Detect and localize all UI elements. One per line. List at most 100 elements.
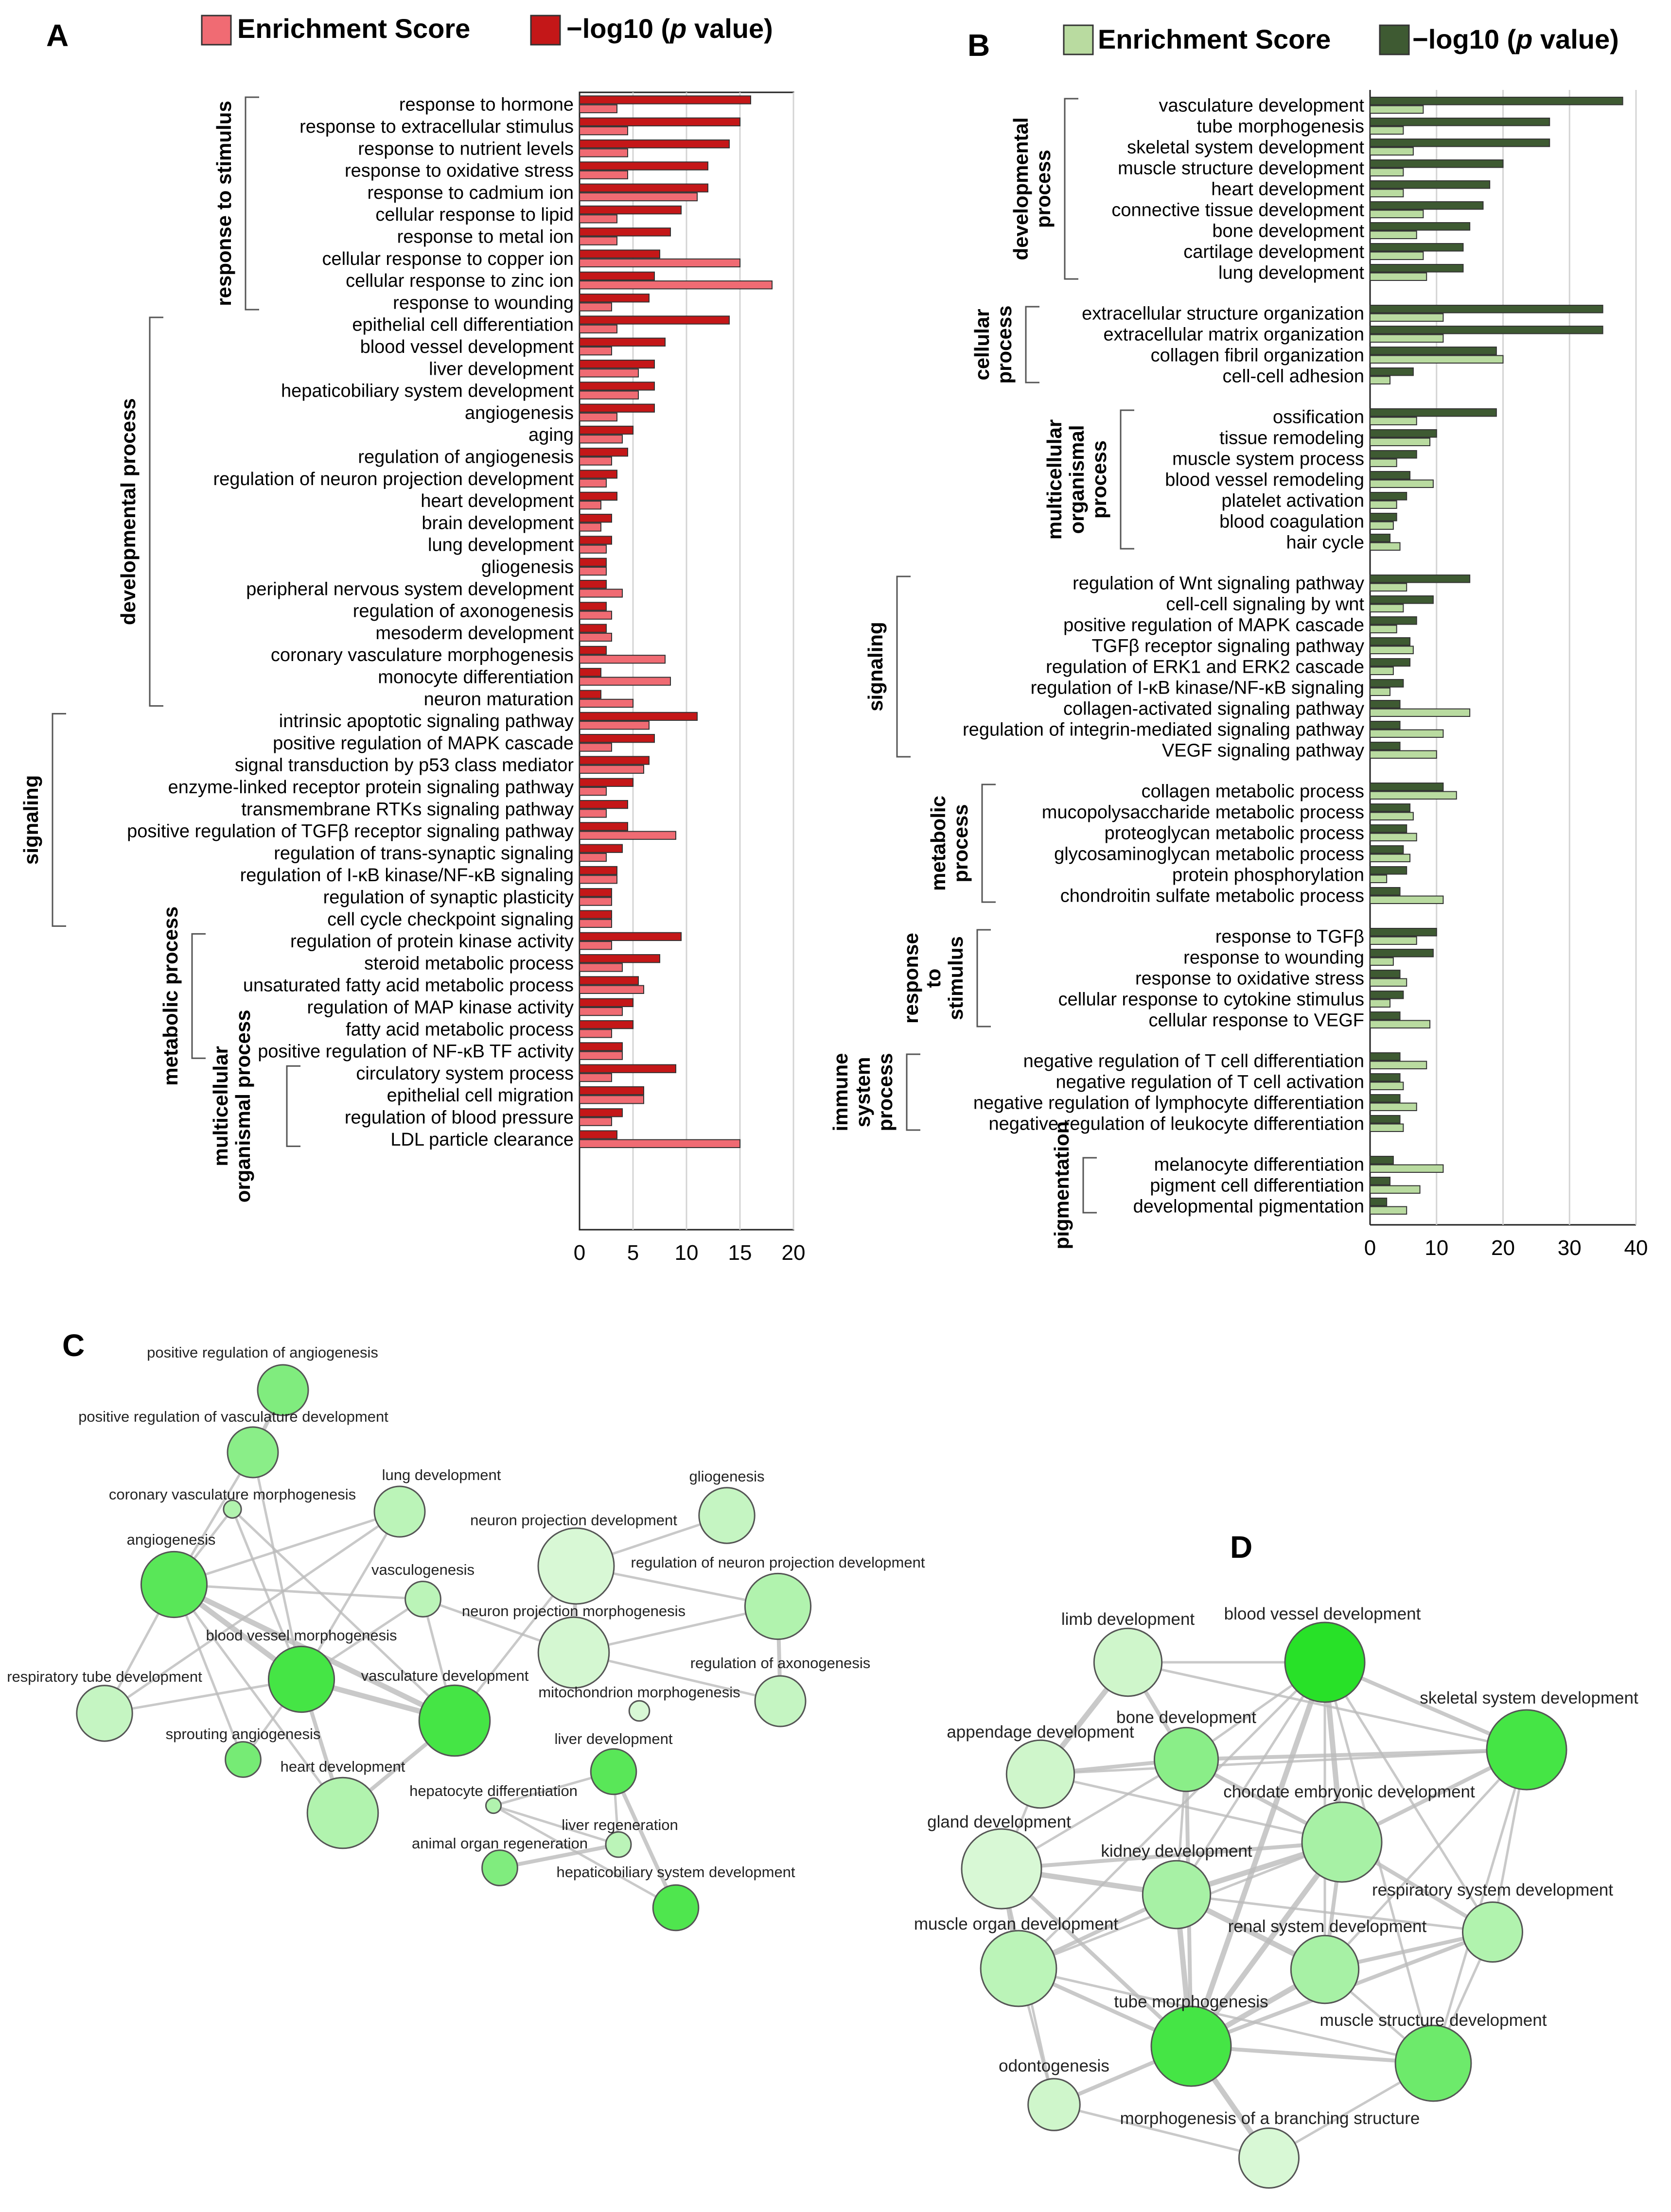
node-limb-development xyxy=(1093,1627,1163,1697)
panel-label-d: D xyxy=(1230,1530,1252,1565)
bar-logp xyxy=(579,690,601,699)
category-label: lung development xyxy=(1218,263,1364,283)
bar-logp xyxy=(1370,616,1417,625)
category-label: cellular response to copper ion xyxy=(322,249,574,269)
node-label-regulation-of-neuron-projection-development: regulation of neuron projection developm… xyxy=(631,1554,925,1571)
category-label: response to cadmium ion xyxy=(367,183,574,203)
bar-enrichment-score xyxy=(579,963,623,972)
bar-logp xyxy=(1370,159,1504,168)
group-bracket-pigmentation xyxy=(1082,1157,1097,1214)
bar-enrichment-score xyxy=(1370,313,1444,322)
bar-logp xyxy=(579,271,655,281)
bar-logp xyxy=(1370,742,1401,750)
bar-logp xyxy=(1370,1011,1401,1020)
node-label-skeletal-system-development: skeletal system development xyxy=(1420,1689,1638,1707)
bar-logp xyxy=(579,668,601,677)
network-edge xyxy=(1040,1773,1342,1844)
category-label: positive regulation of MAPK cascade xyxy=(273,733,574,753)
bar-enrichment-score xyxy=(1370,272,1427,281)
bar-logp xyxy=(579,491,617,501)
bar-logp xyxy=(579,337,666,347)
category-label: regulation of MAP kinase activity xyxy=(307,997,574,1018)
bar-enrichment-score xyxy=(1370,105,1424,114)
bar-enrichment-score xyxy=(1370,458,1397,467)
category-label: developmental pigmentation xyxy=(1133,1197,1364,1217)
category-label: VEGF signaling pathway xyxy=(1162,741,1364,761)
node-animal-organ-regeneration xyxy=(481,1849,518,1886)
bar-logp xyxy=(579,249,660,259)
node-muscle-organ-development xyxy=(980,1930,1057,2007)
bar-logp xyxy=(1370,534,1391,542)
bar-enrichment-score xyxy=(579,170,628,179)
node-blood-vessel-development xyxy=(1284,1621,1366,1703)
bar-logp xyxy=(579,294,650,303)
bar-logp xyxy=(1370,139,1550,147)
bar-logp xyxy=(579,800,628,809)
bar-logp xyxy=(579,227,671,237)
category-label: negative regulation of leukocyte differe… xyxy=(989,1114,1365,1134)
category-label: extracellular matrix organization xyxy=(1104,325,1364,345)
bar-enrichment-score xyxy=(1370,1081,1404,1090)
category-label: negative regulation of lymphocyte differ… xyxy=(973,1093,1364,1114)
category-label: peripheral nervous system development xyxy=(246,579,574,599)
bar-enrichment-score xyxy=(579,985,644,994)
bar-logp xyxy=(1370,824,1407,833)
node-hepaticobiliary-system-development xyxy=(652,1884,700,1932)
node-mitochondrion-morphogenesis xyxy=(628,1700,651,1722)
node-label-positive-regulation-of-angiogenesis: positive regulation of angiogenesis xyxy=(147,1344,378,1361)
node-label-heart-development: heart development xyxy=(281,1758,405,1775)
category-label: regulation of Wnt signaling pathway xyxy=(1073,574,1364,594)
category-label: blood vessel development xyxy=(360,337,574,357)
bar-enrichment-score xyxy=(579,765,644,774)
category-label: regulation of I-κB kinase/NF-κB signalin… xyxy=(1031,678,1364,698)
category-label: vasculature development xyxy=(1159,96,1365,116)
network-edge xyxy=(231,1508,456,1722)
bar-logp xyxy=(579,536,612,545)
bar-logp xyxy=(579,998,633,1007)
category-label: blood vessel remodeling xyxy=(1165,470,1364,490)
bar-logp xyxy=(579,1086,644,1096)
node-neuron-projection-development xyxy=(537,1527,615,1605)
x-tick-label-b: 0 xyxy=(1364,1236,1376,1260)
category-label: response to oxidative stress xyxy=(345,161,574,181)
legend-b-log-label: −log10 (p value) xyxy=(1412,24,1619,54)
bar-logp xyxy=(579,183,708,192)
node-label-regulation-of-axonogenesis: regulation of axonogenesis xyxy=(690,1655,871,1672)
category-label: brain development xyxy=(422,513,574,533)
bar-enrichment-score xyxy=(579,919,612,928)
category-label: hepaticobiliary system development xyxy=(281,381,574,401)
category-label: fatty acid metabolic process xyxy=(346,1019,574,1040)
node-label-angiogenesis: angiogenesis xyxy=(127,1531,216,1548)
group-label-signaling: signaling xyxy=(19,775,42,865)
network-edge xyxy=(1176,1893,1493,1933)
network-edge xyxy=(1186,1748,1527,1761)
bar-enrichment-score xyxy=(579,324,617,333)
network-edge xyxy=(1001,1840,1342,1871)
category-label: response to wounding xyxy=(1183,948,1364,968)
bar-enrichment-score xyxy=(579,677,671,686)
bar-enrichment-score xyxy=(579,786,607,796)
category-label: regulation of neuron projection developm… xyxy=(213,469,574,489)
bar-enrichment-score xyxy=(1370,1061,1427,1069)
bar-logp xyxy=(1370,970,1401,978)
network-edge xyxy=(173,1584,344,1814)
group-bracket-cellular-process xyxy=(1025,306,1039,383)
bar-logp xyxy=(1370,1198,1388,1206)
bar-logp xyxy=(579,954,660,963)
category-label: signal transduction by p53 class mediato… xyxy=(235,755,574,776)
node-kidney-development xyxy=(1142,1860,1212,1930)
node-chordate-embryonic-development xyxy=(1301,1801,1383,1883)
group-label-metabolic-process: metabolic process xyxy=(159,906,182,1086)
node-label-muscle-organ-development: muscle organ development xyxy=(914,1915,1119,1933)
legend-a: Enrichment Score −log10 (p value) xyxy=(201,13,773,46)
network-edge xyxy=(1324,1749,1528,1970)
category-label: gliogenesis xyxy=(481,557,574,577)
network-edge xyxy=(1175,1661,1326,1896)
bar-enrichment-score xyxy=(1370,479,1434,488)
bar-enrichment-score xyxy=(1370,147,1414,156)
group-label-developmental-process: developmentalprocess xyxy=(1009,117,1055,260)
bar-logp xyxy=(579,645,607,655)
bar-logp xyxy=(579,1020,633,1029)
group-bracket-metabolic-process xyxy=(981,784,996,903)
category-label: cellular response to zinc ion xyxy=(346,271,574,291)
